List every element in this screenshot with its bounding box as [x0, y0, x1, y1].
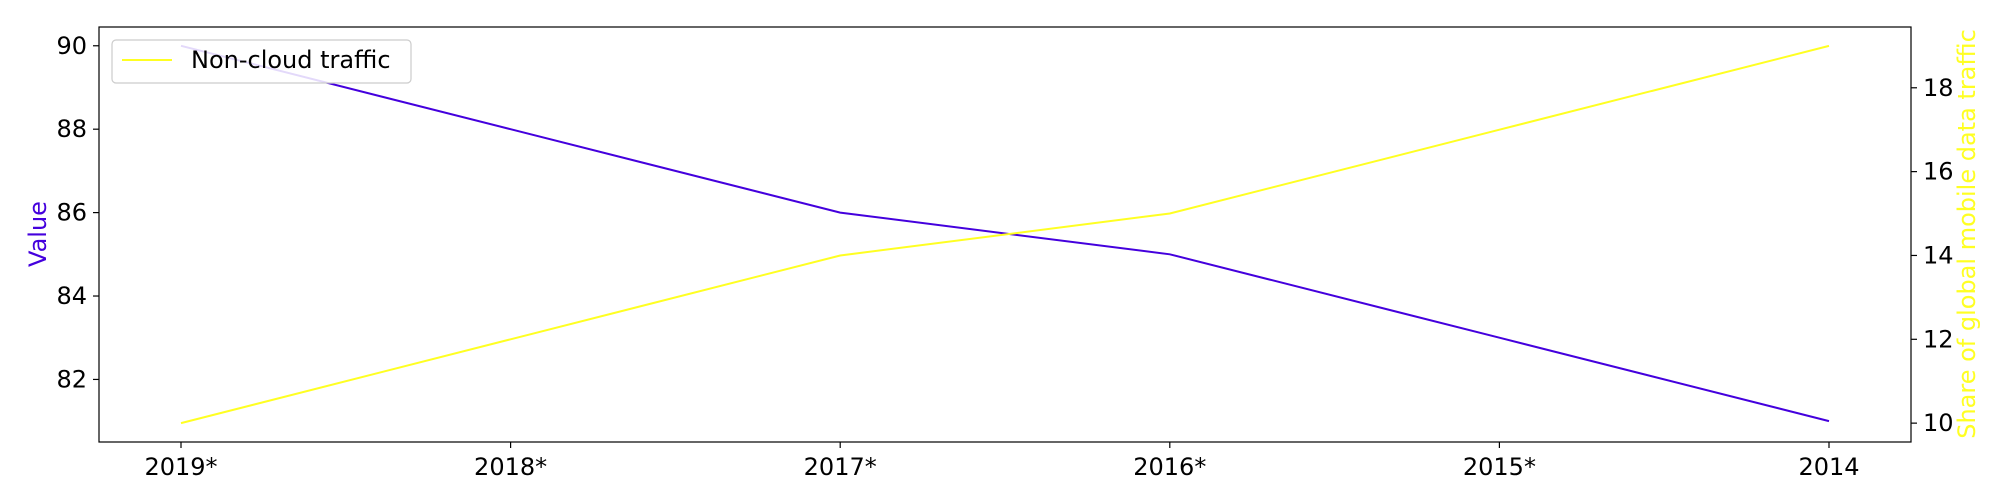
y-tick-label-right: 12 [1923, 325, 1954, 353]
legend: Non-cloud traffic [111, 39, 412, 84]
series-line-cloud [180, 44, 1830, 423]
y-tick-label-left: 88 [56, 115, 87, 143]
y-tick-label-right: 10 [1923, 409, 1954, 437]
x-tick-label: 2015* [1463, 453, 1536, 481]
y-tick-label-left: 84 [56, 282, 87, 310]
y-tick-label-left: 86 [56, 199, 87, 227]
y-axis-label-right: Share of global mobile data traffic [1953, 29, 1981, 439]
series-line-noncloud [180, 44, 1830, 425]
x-tick-label: 2016* [1133, 453, 1206, 481]
legend-label-noncloud: Non-cloud traffic [191, 46, 391, 74]
y-tick-label-left: 82 [56, 365, 87, 393]
y-tick-label-right: 14 [1923, 241, 1954, 269]
y-tick-label-right: 18 [1923, 74, 1954, 102]
x-tick-label: 2018* [474, 453, 547, 481]
y-axis-label-left: Value [24, 201, 52, 267]
legend-box [111, 39, 412, 84]
y-tick-label-left: 90 [56, 32, 87, 60]
x-tick-label: 2017* [804, 453, 877, 481]
x-tick-label: 2019* [144, 453, 217, 481]
x-tick-label: 2014 [1798, 453, 1859, 481]
y-tick-label-right: 16 [1923, 158, 1954, 186]
